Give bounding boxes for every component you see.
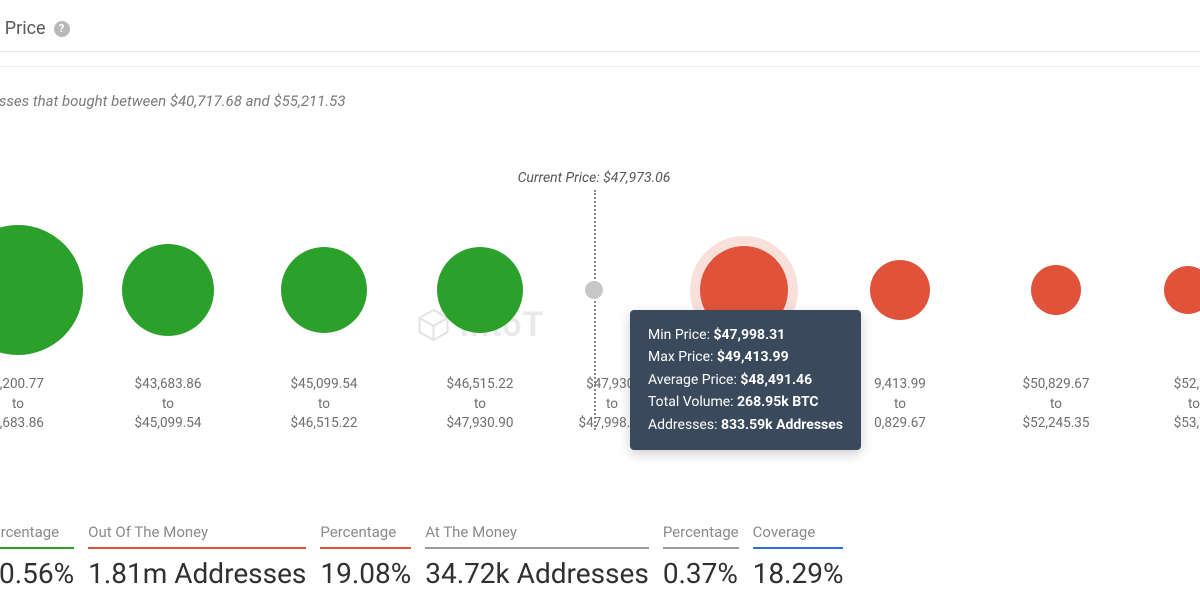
bubble-circle[interactable] <box>1164 266 1200 314</box>
current-price-dot <box>585 281 603 299</box>
bubble-circle[interactable] <box>0 225 83 355</box>
bubble[interactable] <box>281 247 367 333</box>
tooltip: Min Price: $47,998.31Max Price: $49,413.… <box>630 310 861 450</box>
subtitle-range-low: $40,717.68 <box>170 92 242 110</box>
range-label: $52,24to$53,72 <box>1174 375 1200 434</box>
stat-block: At The Money 34.72k Addresses <box>425 523 649 590</box>
range-label: $43,683.86to$45,099.54 <box>135 375 202 434</box>
range-label: 2,200.77to3,683.86 <box>0 375 44 434</box>
stat-block: Percentage 19.08% <box>320 523 411 590</box>
stat-value: 34.72k Addresses <box>425 557 649 590</box>
current-price-label: Current Price: $47,973.06 <box>518 170 671 186</box>
tooltip-row: Min Price: $47,998.31 <box>648 324 843 346</box>
stat-block: Percentage 0.37% <box>663 523 739 590</box>
range-label: 9,413.99to0,829.67 <box>874 375 926 434</box>
bubble[interactable] <box>1164 266 1200 314</box>
subtitle-range-high: $55,211.53 <box>273 92 345 110</box>
bubble[interactable] <box>1031 265 1081 315</box>
stat-block: Coverage 18.29% <box>753 523 844 590</box>
chart-title: ound Price <box>0 18 46 39</box>
divider <box>0 66 1200 67</box>
help-icon[interactable]: ? <box>54 21 70 37</box>
stat-value: 1.81m Addresses <box>88 557 306 590</box>
stat-value: 18.29% <box>753 557 844 590</box>
range-labels: 2,200.77to3,683.86 $43,683.86to$45,099.54… <box>0 375 1200 445</box>
tooltip-row: Max Price: $49,413.99 <box>648 346 843 368</box>
bubble[interactable] <box>0 225 83 355</box>
stat-block: Out Of The Money 1.81m Addresses <box>88 523 306 590</box>
bubble[interactable] <box>870 260 930 320</box>
tooltip-row: Average Price: $48,491.46 <box>648 369 843 391</box>
bubble[interactable] <box>122 244 214 336</box>
chart-title-row: ound Price ? <box>0 18 1200 39</box>
stat-label: Percentage <box>663 523 739 549</box>
chart-header: ound Price ? <box>0 0 1200 52</box>
bubble-circle[interactable] <box>122 244 214 336</box>
chart-subtitle: ddresses that bought between $40,717.68 … <box>0 92 1200 110</box>
stat-value: 0.37% <box>663 557 739 590</box>
bubble-circle[interactable] <box>1031 265 1081 315</box>
range-label: $45,099.54to$46,515.22 <box>291 375 358 434</box>
tooltip-row: Addresses: 833.59k Addresses <box>648 414 843 436</box>
bubble-circle[interactable] <box>281 247 367 333</box>
stat-label: Out Of The Money <box>88 523 306 549</box>
bubble-circle[interactable] <box>437 247 523 333</box>
subtitle-prefix: ddresses that bought between <box>0 92 170 110</box>
bubble-circle[interactable] <box>870 260 930 320</box>
bubble-chart[interactable]: Current Price: $47,973.06 IntoT 2,200.77… <box>0 170 1200 490</box>
stat-value: 80.56% <box>0 557 74 590</box>
stat-block: Percentage 80.56% <box>0 523 74 590</box>
tooltip-row: Total Volume: 268.95k BTC <box>648 391 843 413</box>
range-label: $50,829.67to$52,245.35 <box>1023 375 1090 434</box>
bubble[interactable] <box>437 247 523 333</box>
stat-label: At The Money <box>425 523 649 549</box>
stat-label: Coverage <box>753 523 844 549</box>
stat-label: Percentage <box>320 523 411 549</box>
stats-row: esPercentage80.56%Out Of The Money1.81m … <box>0 523 1200 600</box>
stat-label: Percentage <box>0 523 74 549</box>
stat-value: 19.08% <box>320 557 411 590</box>
range-label: $46,515.22to$47,930.90 <box>447 375 514 434</box>
subtitle-and: and <box>242 92 274 110</box>
